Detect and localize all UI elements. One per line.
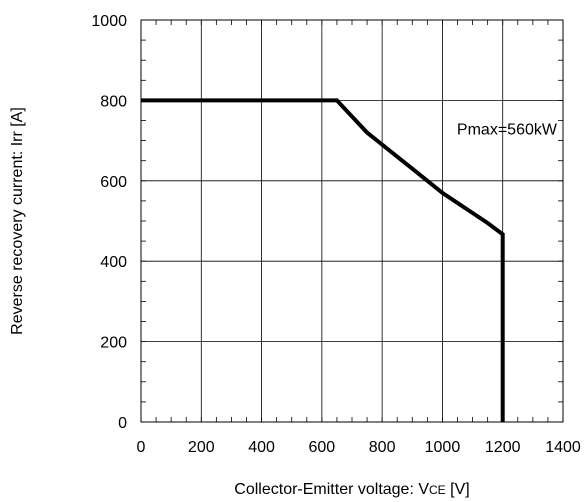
x-axis-title: Collector-Emitter voltage: VCE [V] (234, 481, 469, 498)
minor-ticks (140, 19, 564, 423)
x-tick-label-1200: 1200 (485, 439, 521, 456)
y-tick-label-1000: 1000 (91, 13, 127, 30)
x-tick-label-1000: 1000 (425, 439, 461, 456)
pmax-annotation: Pmax=560kW (457, 122, 558, 139)
x-tick-label-200: 200 (188, 439, 215, 456)
grid-lines (140, 19, 564, 423)
x-axis-title-prefix: Collector-Emitter voltage: V (234, 481, 429, 498)
x-tick-label-800: 800 (369, 439, 396, 456)
x-tick-label-400: 400 (248, 439, 275, 456)
series-group (141, 98, 505, 422)
y-tick-label-600: 600 (100, 174, 127, 191)
x-axis-title-subscript: CE (429, 483, 446, 497)
x-tick-label-0: 0 (137, 439, 146, 456)
y-tick-labels: 0 200 400 600 800 1000 (91, 13, 127, 432)
x-axis-title-suffix: [V] (446, 481, 470, 498)
y-tick-label-400: 400 (100, 254, 127, 271)
y-axis-title: Reverse recovery current: Irr [A] (9, 107, 26, 335)
x-tick-label-1400: 1400 (545, 439, 581, 456)
y-tick-label-0: 0 (118, 415, 127, 432)
y-tick-label-200: 200 (100, 335, 127, 352)
series-line-0 (141, 98, 505, 422)
y-tick-label-800: 800 (100, 93, 127, 110)
plot-frame (140, 19, 564, 423)
x-tick-label-600: 600 (309, 439, 336, 456)
x-tick-labels: 0 200 400 600 800 1000 1200 1400 (137, 439, 581, 456)
